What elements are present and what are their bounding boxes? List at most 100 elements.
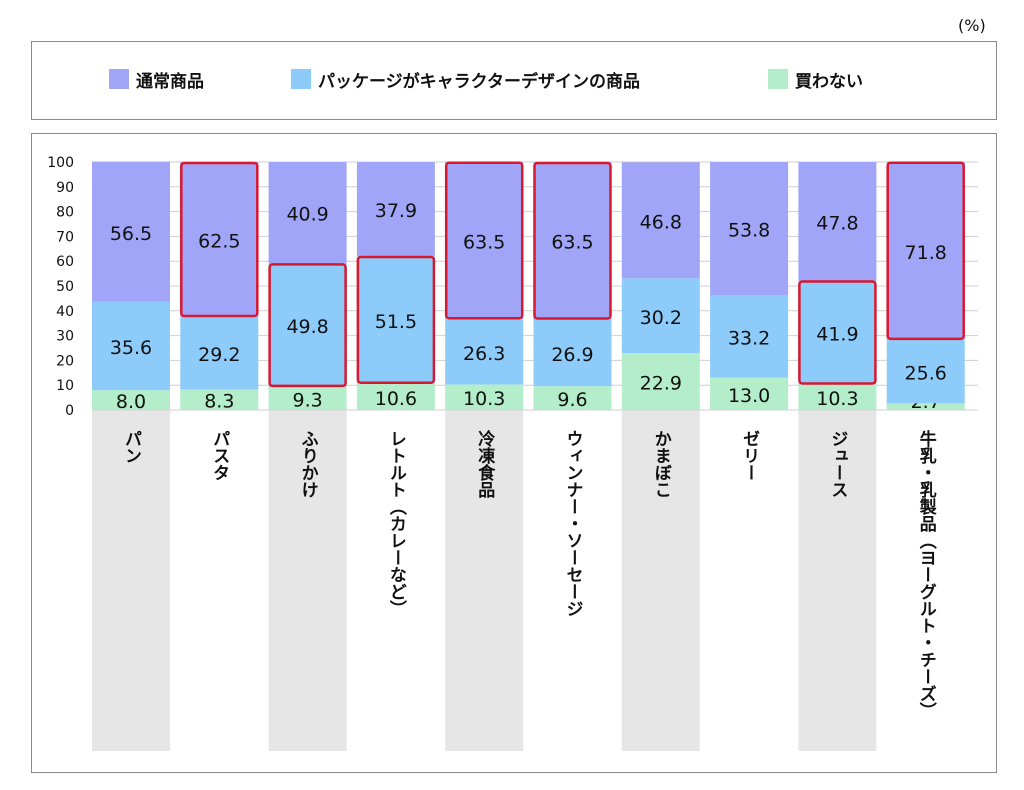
column-shade: [445, 410, 524, 751]
bar-segment: [533, 162, 612, 320]
bar-segment: [886, 161, 965, 340]
category-label: ふりかけ: [298, 430, 319, 498]
highlight-outline: [533, 161, 612, 320]
data-label: 41.9: [816, 324, 858, 346]
bar-segment: [268, 386, 347, 410]
bar-segment: [621, 278, 700, 354]
data-label: 51.5: [375, 311, 417, 333]
bar-segment: [180, 317, 259, 390]
bar-segment: [886, 339, 965, 404]
bar-segment: [92, 301, 170, 391]
data-label: 33.2: [728, 328, 770, 350]
data-label: 10.6: [375, 388, 417, 410]
bar-segment: [886, 403, 965, 410]
bar-segment: [533, 319, 612, 387]
highlight-outline: [798, 280, 877, 385]
data-label: 37.9: [375, 200, 417, 222]
category-label: ゼリー: [739, 430, 760, 481]
bar-segment: [92, 390, 170, 410]
bar-segment: [180, 162, 259, 317]
legend-label-dont-buy: 買わない: [795, 71, 863, 92]
legend-swatch-character: [291, 69, 311, 89]
category-label: かまぼこ: [651, 430, 671, 498]
data-label: 29.2: [198, 344, 240, 366]
category-label: 牛乳・乳製品（ヨーグルト・チーズ）: [916, 429, 938, 719]
data-label: 25.6: [905, 363, 947, 385]
bar-segment: [533, 386, 612, 410]
data-label: 56.5: [110, 223, 152, 245]
bar-segment: [268, 263, 347, 387]
stacked-bar-chart: 0 10 20 30 40 50 60 70 80 90 100 8.0 35.6 56.5 パン 8.3 29…: [47, 155, 978, 751]
unit-label: (%): [958, 16, 986, 35]
data-label: 8.3: [204, 391, 234, 413]
legend: 通常商品 パッケージがキャラクターデザインの商品 買わない: [31, 41, 997, 120]
data-label: 26.9: [551, 344, 593, 366]
bar-segment: [621, 162, 700, 279]
bar-segment: [798, 162, 877, 281]
data-label: 63.5: [551, 232, 593, 254]
legend-label-normal: 通常商品: [136, 71, 204, 92]
data-label: 9.3: [292, 389, 322, 411]
data-label: 40.9: [286, 204, 328, 226]
data-label: 47.8: [816, 212, 858, 234]
y-tick-label: 10: [56, 378, 74, 394]
highlight-outline: [444, 161, 524, 320]
bar-segment: [798, 384, 877, 410]
bar-segment: [710, 377, 789, 410]
bar-segment: [710, 295, 789, 378]
data-label: 35.6: [110, 337, 152, 359]
data-label: 49.8: [286, 316, 328, 338]
data-label: 62.5: [198, 231, 240, 253]
bar-segment: [180, 389, 259, 410]
y-tick-label: 70: [56, 229, 74, 245]
category-label: 冷凍食品: [474, 429, 495, 499]
data-label: 10.3: [463, 388, 505, 410]
data-label: 63.5: [463, 231, 505, 253]
y-tick-label: 40: [56, 304, 74, 320]
category-label: レトルト（カレーなど）: [386, 430, 407, 617]
y-tick-label: 20: [56, 353, 74, 369]
y-tick-label: 0: [65, 403, 74, 419]
y-tick-label: 30: [56, 329, 74, 345]
y-tick-label: 80: [56, 205, 74, 221]
bar-segment: [445, 319, 524, 385]
y-tick-label: 100: [47, 155, 74, 171]
data-label: 26.3: [463, 343, 505, 365]
data-label: 46.8: [640, 211, 682, 233]
category-label: パスタ: [209, 430, 230, 481]
highlight-outline: [180, 161, 259, 318]
data-label: 13.0: [728, 385, 770, 407]
bar-segment: [445, 161, 524, 320]
category-label: ウィンナー・ソーセージ: [563, 430, 584, 617]
data-label: 71.8: [905, 242, 947, 264]
legend-swatch-normal: [109, 69, 129, 89]
bar-segment: [268, 162, 347, 264]
bar-segment: [621, 353, 700, 410]
column-shade: [92, 410, 170, 751]
bar-segment: [356, 255, 435, 384]
highlight-outline: [886, 161, 965, 341]
data-label: 30.2: [640, 307, 682, 329]
y-tick-label: 90: [56, 180, 74, 196]
legend-swatch-dont-buy: [768, 69, 788, 89]
data-label: 8.0: [116, 391, 146, 413]
bar-segment: [356, 162, 435, 256]
legend-item-normal: 通常商品: [109, 67, 204, 92]
category-label: パン: [121, 430, 142, 464]
y-tick-label: 60: [56, 254, 74, 270]
y-tick-label: 50: [56, 279, 74, 295]
data-label: 9.6: [557, 389, 587, 411]
bar-segment: [445, 384, 524, 410]
highlight-outline: [268, 263, 347, 388]
bar-segment: [710, 162, 789, 296]
bar-segment: [798, 280, 877, 385]
data-label: 22.9: [640, 373, 682, 395]
legend-item-character: パッケージがキャラクターデザインの商品: [291, 67, 640, 92]
data-label: 10.3: [816, 388, 858, 410]
column-shade: [268, 410, 347, 751]
column-shade: [798, 410, 877, 751]
bar-segment: [356, 383, 435, 410]
highlight-outline: [356, 255, 436, 384]
chart-frame: 0 10 20 30 40 50 60 70 80 90 100 8.0 35.6 56.5 パン 8.3 29…: [31, 133, 997, 773]
bar-segment: [92, 161, 170, 302]
